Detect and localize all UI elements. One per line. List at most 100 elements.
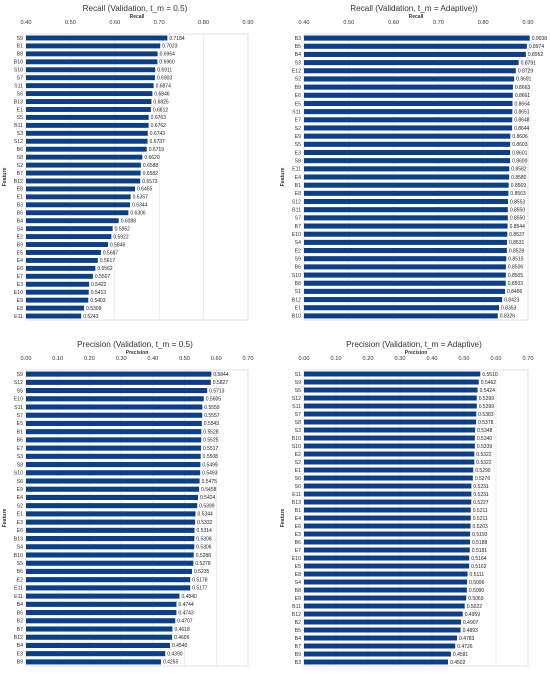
- category-label: S6: [17, 479, 23, 485]
- category-label: E10: [14, 290, 23, 296]
- bar-value-label: 0.5525: [203, 438, 219, 444]
- bar-b10: [304, 313, 498, 319]
- bar-e2: [26, 234, 112, 240]
- y-axis-label: Feature: [2, 509, 8, 528]
- category-label: B5: [295, 44, 301, 50]
- bar-value-label: 0.8353: [501, 306, 517, 312]
- x-tick-label: 0.10: [52, 356, 63, 362]
- bar-s7: [26, 412, 203, 418]
- bar-e6: [304, 523, 471, 529]
- bar-value-label: 0.5111: [470, 572, 485, 578]
- bar-value-label: 0.6763: [151, 115, 167, 121]
- x-tick-label: 0.70: [433, 20, 444, 26]
- bar-value-label: 0.6588: [143, 163, 159, 169]
- bar-s10: [304, 443, 475, 449]
- bar-value-label: 0.8550: [510, 207, 526, 213]
- bar-s5: [26, 114, 149, 120]
- bar-s8: [26, 462, 201, 468]
- bar-value-label: 0.5177: [192, 586, 208, 592]
- x-axis-label: Precision: [126, 350, 149, 356]
- category-label: B10: [292, 436, 301, 442]
- bar-value-label: 0.8663: [515, 85, 531, 91]
- bar-b12: [26, 634, 173, 640]
- bar-value-label: 0.5340: [477, 436, 493, 442]
- x-tick-label: 0.70: [243, 356, 254, 362]
- category-label: B6: [295, 265, 301, 271]
- category-label: E9: [295, 596, 301, 602]
- bar-value-label: 0.5422: [91, 282, 107, 288]
- bar-b10: [26, 59, 158, 65]
- bar-value-label: 0.5543: [204, 421, 220, 427]
- chart-title: Recall (Validation, t_m = 0.5): [83, 4, 188, 13]
- bar-b5: [26, 210, 129, 216]
- x-tick-label: 0.40: [299, 20, 310, 26]
- category-label: B6: [295, 540, 301, 546]
- bar-value-label: 0.5510: [482, 372, 498, 378]
- bar-value-label: 0.5952: [115, 226, 131, 232]
- bar-s7: [26, 75, 155, 81]
- bar-e5: [304, 100, 513, 106]
- bar-value-label: 0.8326: [500, 314, 516, 320]
- category-label: E8: [295, 572, 301, 578]
- bar-value-label: 0.8537: [509, 232, 525, 238]
- category-label: S11: [14, 83, 23, 89]
- bar-e10: [26, 396, 204, 402]
- bar-e10: [304, 555, 470, 561]
- x-tick-label: 0.60: [388, 20, 399, 26]
- recall-chart-threshold-05-svg: Recall (Validation, t_m = 0.5) 0.40 0.50 0.…: [2, 4, 253, 321]
- category-label: B7: [295, 644, 301, 650]
- bar-value-label: 0.5181: [472, 548, 488, 554]
- category-label: E11: [14, 586, 23, 592]
- category-label: E7: [295, 118, 301, 124]
- bar-e4: [304, 174, 510, 180]
- category-label: B1: [17, 44, 23, 50]
- category-label: B9: [17, 660, 23, 666]
- bar-value-label: 0.6743: [150, 131, 166, 137]
- recall-chart-threshold-05: Recall (Validation, t_m = 0.5) 0.40 0.50 0.…: [0, 0, 270, 328]
- bar-b11: [26, 122, 149, 128]
- bar-value-label: 0.5322: [476, 460, 492, 466]
- category-label: S6: [17, 91, 23, 97]
- bar-s10: [26, 67, 156, 73]
- category-label: B2: [295, 620, 301, 626]
- category-label: B11: [292, 207, 301, 213]
- bar-s12: [304, 395, 477, 401]
- x-tick-label: 0.60: [211, 356, 222, 362]
- category-label: E1: [17, 512, 23, 518]
- bar-value-label: 0.6911: [157, 68, 172, 74]
- bar-s2: [304, 459, 475, 465]
- bar-value-label: 0.8553: [510, 199, 526, 205]
- bar-value-label: 0.8503: [508, 281, 524, 287]
- bar-value-label: 0.5308: [196, 536, 212, 542]
- bar-b10: [304, 435, 475, 441]
- bar-e7: [304, 117, 513, 123]
- bar-e1: [26, 511, 196, 517]
- category-label: E4: [17, 258, 23, 264]
- bar-b5: [304, 627, 461, 633]
- bar-value-label: 0.5403: [90, 298, 106, 304]
- category-label: E9: [17, 487, 23, 493]
- bar-s8: [304, 158, 511, 164]
- bar-s9: [304, 256, 507, 262]
- bar-value-label: 0.6737: [150, 139, 166, 145]
- bar-b2: [304, 619, 462, 625]
- category-label: S11: [292, 109, 301, 115]
- category-label: S12: [292, 199, 301, 205]
- bar-value-label: 0.5557: [204, 413, 220, 419]
- bar-value-label: 0.8661: [515, 93, 531, 99]
- category-label: B13: [14, 536, 23, 542]
- bar-value-label: 0.5617: [100, 258, 116, 264]
- category-label: E3: [295, 532, 301, 538]
- bar-value-label: 0.5164: [471, 556, 487, 562]
- bar-value-label: 0.5399: [199, 503, 215, 509]
- category-label: B9: [295, 652, 301, 658]
- bar-e2: [304, 451, 475, 457]
- precision-chart-adaptive-svg: Precision (Validation, t_m = Adaptive) 0.…: [280, 340, 533, 667]
- bar-s11: [26, 83, 154, 89]
- bar-b4: [304, 635, 458, 641]
- category-label: B7: [295, 224, 301, 230]
- bar-value-label: 0.5231: [473, 484, 489, 490]
- bar-value-label: 0.6874: [156, 83, 172, 89]
- category-label: S7: [295, 216, 301, 222]
- category-label: S12: [14, 380, 23, 386]
